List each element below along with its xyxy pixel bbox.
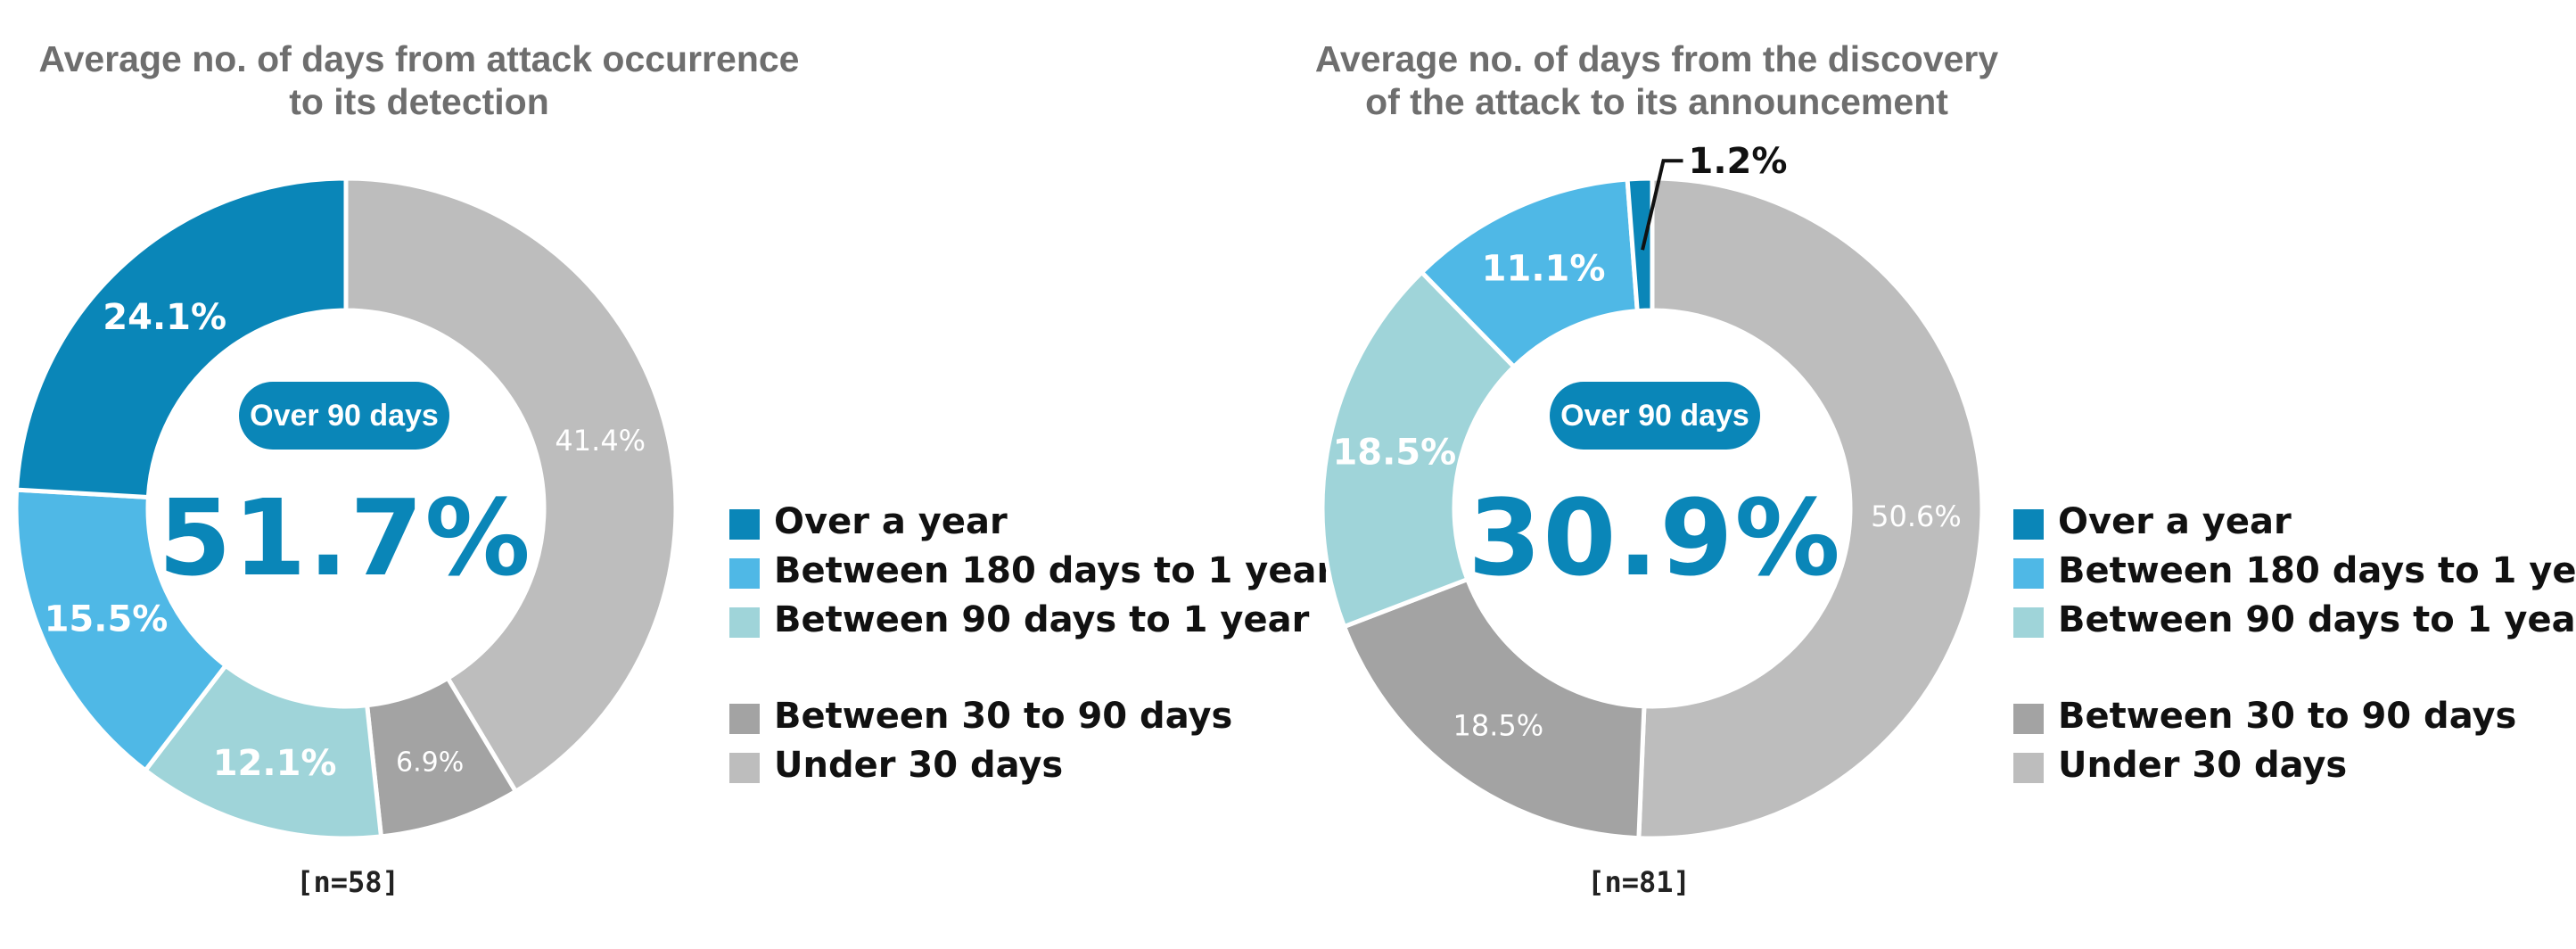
legend-swatch — [729, 558, 760, 589]
legend-swatch — [2013, 704, 2044, 734]
slice-value-label: 6.9% — [396, 747, 464, 779]
slice-between-90-days-to-1-year — [1320, 268, 1518, 630]
sample-size-label: [n=81] — [1587, 865, 1691, 899]
slice-value-label: 11.1% — [1482, 248, 1606, 289]
legend-label: Between 30 to 90 days — [774, 696, 1233, 737]
chart-title-line: Average no. of days from the discovery — [1314, 38, 1999, 79]
legend-swatch — [729, 607, 760, 638]
chart-title-line: Average no. of days from attack occurren… — [38, 38, 800, 79]
center-value: 51.7% — [158, 476, 532, 599]
legend-label: Between 180 days to 1 year — [774, 550, 1335, 591]
legend-swatch — [2013, 558, 2044, 589]
slice-value-label: 41.4% — [555, 424, 646, 458]
legend-swatch — [2013, 753, 2044, 783]
slice-value-label: 12.1% — [213, 743, 337, 784]
legend-swatch — [2013, 607, 2044, 638]
slice-over-a-year — [1625, 176, 1655, 314]
slice-value-label: 50.6% — [1871, 499, 1962, 533]
legend-swatch — [729, 704, 760, 734]
slice-value-label: 24.1% — [103, 297, 226, 338]
slice-between-30-to-90-days — [1341, 576, 1647, 841]
slice-value-label: 15.5% — [45, 599, 169, 640]
slice-over-a-year — [13, 176, 349, 500]
legend-swatch — [2013, 509, 2044, 540]
legend-label: Over a year — [2058, 501, 2292, 542]
slice-value-label: 1.2% — [1689, 141, 1788, 182]
chart-title-line: of the attack to its announcement — [1365, 81, 1948, 122]
chart-title-line: to its detection — [289, 81, 549, 122]
slice-value-label: 18.5% — [1332, 433, 1456, 474]
center-value: 30.9% — [1468, 476, 1842, 599]
legend-label: Between 180 days to 1 year — [2058, 550, 2576, 591]
slice-under-30-days — [343, 176, 679, 795]
legend-label: Under 30 days — [774, 745, 1064, 786]
legend-swatch — [729, 509, 760, 540]
sample-size-label: [n=58] — [296, 865, 399, 899]
legend-label: Between 90 days to 1 year — [774, 599, 1310, 640]
legend-label: Between 90 days to 1 year — [2058, 599, 2576, 640]
legend-swatch — [729, 753, 760, 783]
center-badge: Over 90 days — [239, 382, 449, 450]
chart-title-detection: Average no. of days from attack occurren… — [0, 37, 865, 123]
chart-title-announcement: Average no. of days from the discovery o… — [1211, 37, 2103, 123]
slice-between-180-days-to-1-year — [13, 487, 229, 774]
legend-label: Between 30 to 90 days — [2058, 696, 2517, 737]
slice-value-label: 18.5% — [1453, 708, 1544, 742]
legend-label: Over a year — [774, 501, 1008, 542]
slice-under-30-days — [1636, 176, 1985, 841]
leader-line — [1641, 159, 1683, 251]
legend-label: Under 30 days — [2058, 745, 2348, 786]
center-badge: Over 90 days — [1550, 382, 1760, 450]
